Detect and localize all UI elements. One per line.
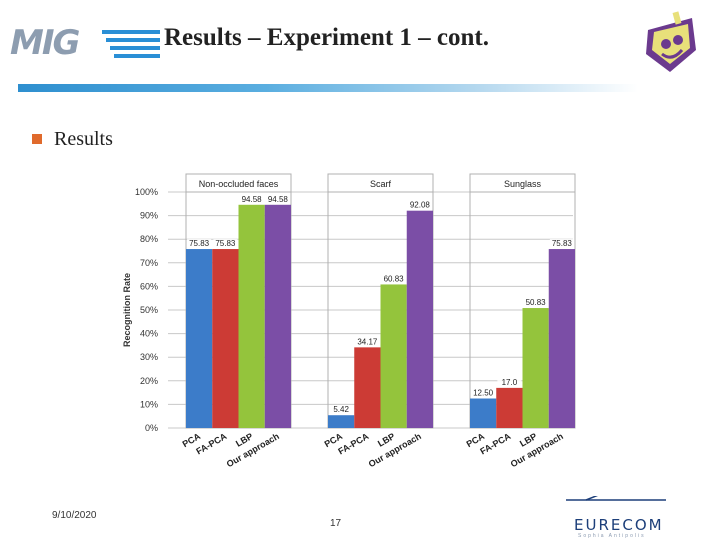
y-axis-label: Recognition Rate (122, 273, 132, 347)
bar (380, 284, 407, 428)
eurecom-logo: EURECOM Sophia Antipolis (566, 496, 672, 540)
y-tick-label: 30% (140, 352, 158, 362)
panel-header (327, 173, 434, 193)
mig-logo-text: MIG (10, 23, 80, 63)
bar (496, 387, 523, 428)
data-label-bg (213, 239, 238, 249)
bar (470, 398, 497, 428)
eurecom-logo-subtext: Sophia Antipolis (578, 533, 646, 539)
data-label: 12.50 (473, 389, 494, 398)
bar (264, 204, 291, 428)
data-label: 75.83 (215, 239, 236, 248)
data-label-bg (471, 388, 496, 398)
mig-logo: MIG (10, 22, 160, 64)
y-tick-label: 80% (140, 234, 158, 244)
data-label: 17.0 (502, 378, 518, 387)
title-rule (18, 84, 638, 92)
data-label: 60.83 (384, 274, 405, 283)
panel-title: Scarf (370, 179, 392, 189)
y-tick-label: 70% (140, 258, 158, 268)
panel-title: Sunglass (504, 179, 542, 189)
data-label-bg (239, 194, 264, 204)
x-tick-label: FA-PCA (194, 431, 228, 457)
slide-title: Results – Experiment 1 – cont. (164, 24, 489, 51)
data-label-bg (187, 239, 212, 249)
eurecom-logo-icon (566, 496, 666, 501)
y-tick-label: 60% (140, 281, 158, 291)
data-label: 75.83 (189, 239, 210, 248)
data-label-bg (407, 200, 432, 210)
mig-logo-bars-icon (102, 30, 160, 58)
data-label: 5.42 (333, 405, 349, 414)
y-tick-label: 40% (140, 329, 158, 339)
data-label-bg (329, 405, 354, 415)
y-tick-label: 10% (140, 399, 158, 409)
y-tick-label: 0% (145, 423, 158, 433)
x-tick-label: FA-PCA (478, 431, 512, 457)
data-label-bg (523, 298, 548, 308)
data-label-bg (549, 239, 574, 249)
panel-header (185, 173, 292, 193)
data-label-bg (355, 337, 380, 347)
data-label: 50.83 (526, 298, 547, 307)
data-label: 94.58 (268, 195, 289, 204)
bar (548, 249, 575, 428)
bar (328, 415, 355, 428)
data-label: 34.17 (357, 337, 378, 346)
y-tick-label: 100% (135, 187, 158, 197)
y-tick-label: 50% (140, 305, 158, 315)
panel-header (469, 173, 576, 193)
bar (238, 204, 265, 428)
bar (212, 249, 239, 428)
panel-title: Non-occluded faces (199, 179, 279, 189)
bullet-square (32, 134, 42, 144)
data-label-bg (265, 194, 290, 204)
bullet-text: Results (54, 128, 113, 150)
x-tick-label: FA-PCA (336, 431, 370, 457)
footer-date: 9/10/2020 (52, 510, 97, 521)
eurecom-logo-text: EURECOM (574, 516, 664, 534)
bar (406, 210, 433, 428)
y-tick-label: 90% (140, 211, 158, 221)
bar (522, 308, 549, 428)
recognition-rate-chart: 0% 10% 20% 30% 40% 50% 60% 70% 80% 90% 100% Recogni… (122, 173, 576, 469)
bar (354, 347, 381, 428)
y-tick-label: 20% (140, 376, 158, 386)
data-label: 75.83 (552, 239, 573, 248)
data-label: 92.08 (410, 201, 431, 210)
data-label-bg (497, 377, 522, 387)
bar (186, 249, 213, 428)
crest-logo-icon (646, 11, 696, 72)
page-number: 17 (330, 518, 342, 529)
data-label-bg (381, 274, 406, 284)
data-label: 94.58 (242, 195, 263, 204)
